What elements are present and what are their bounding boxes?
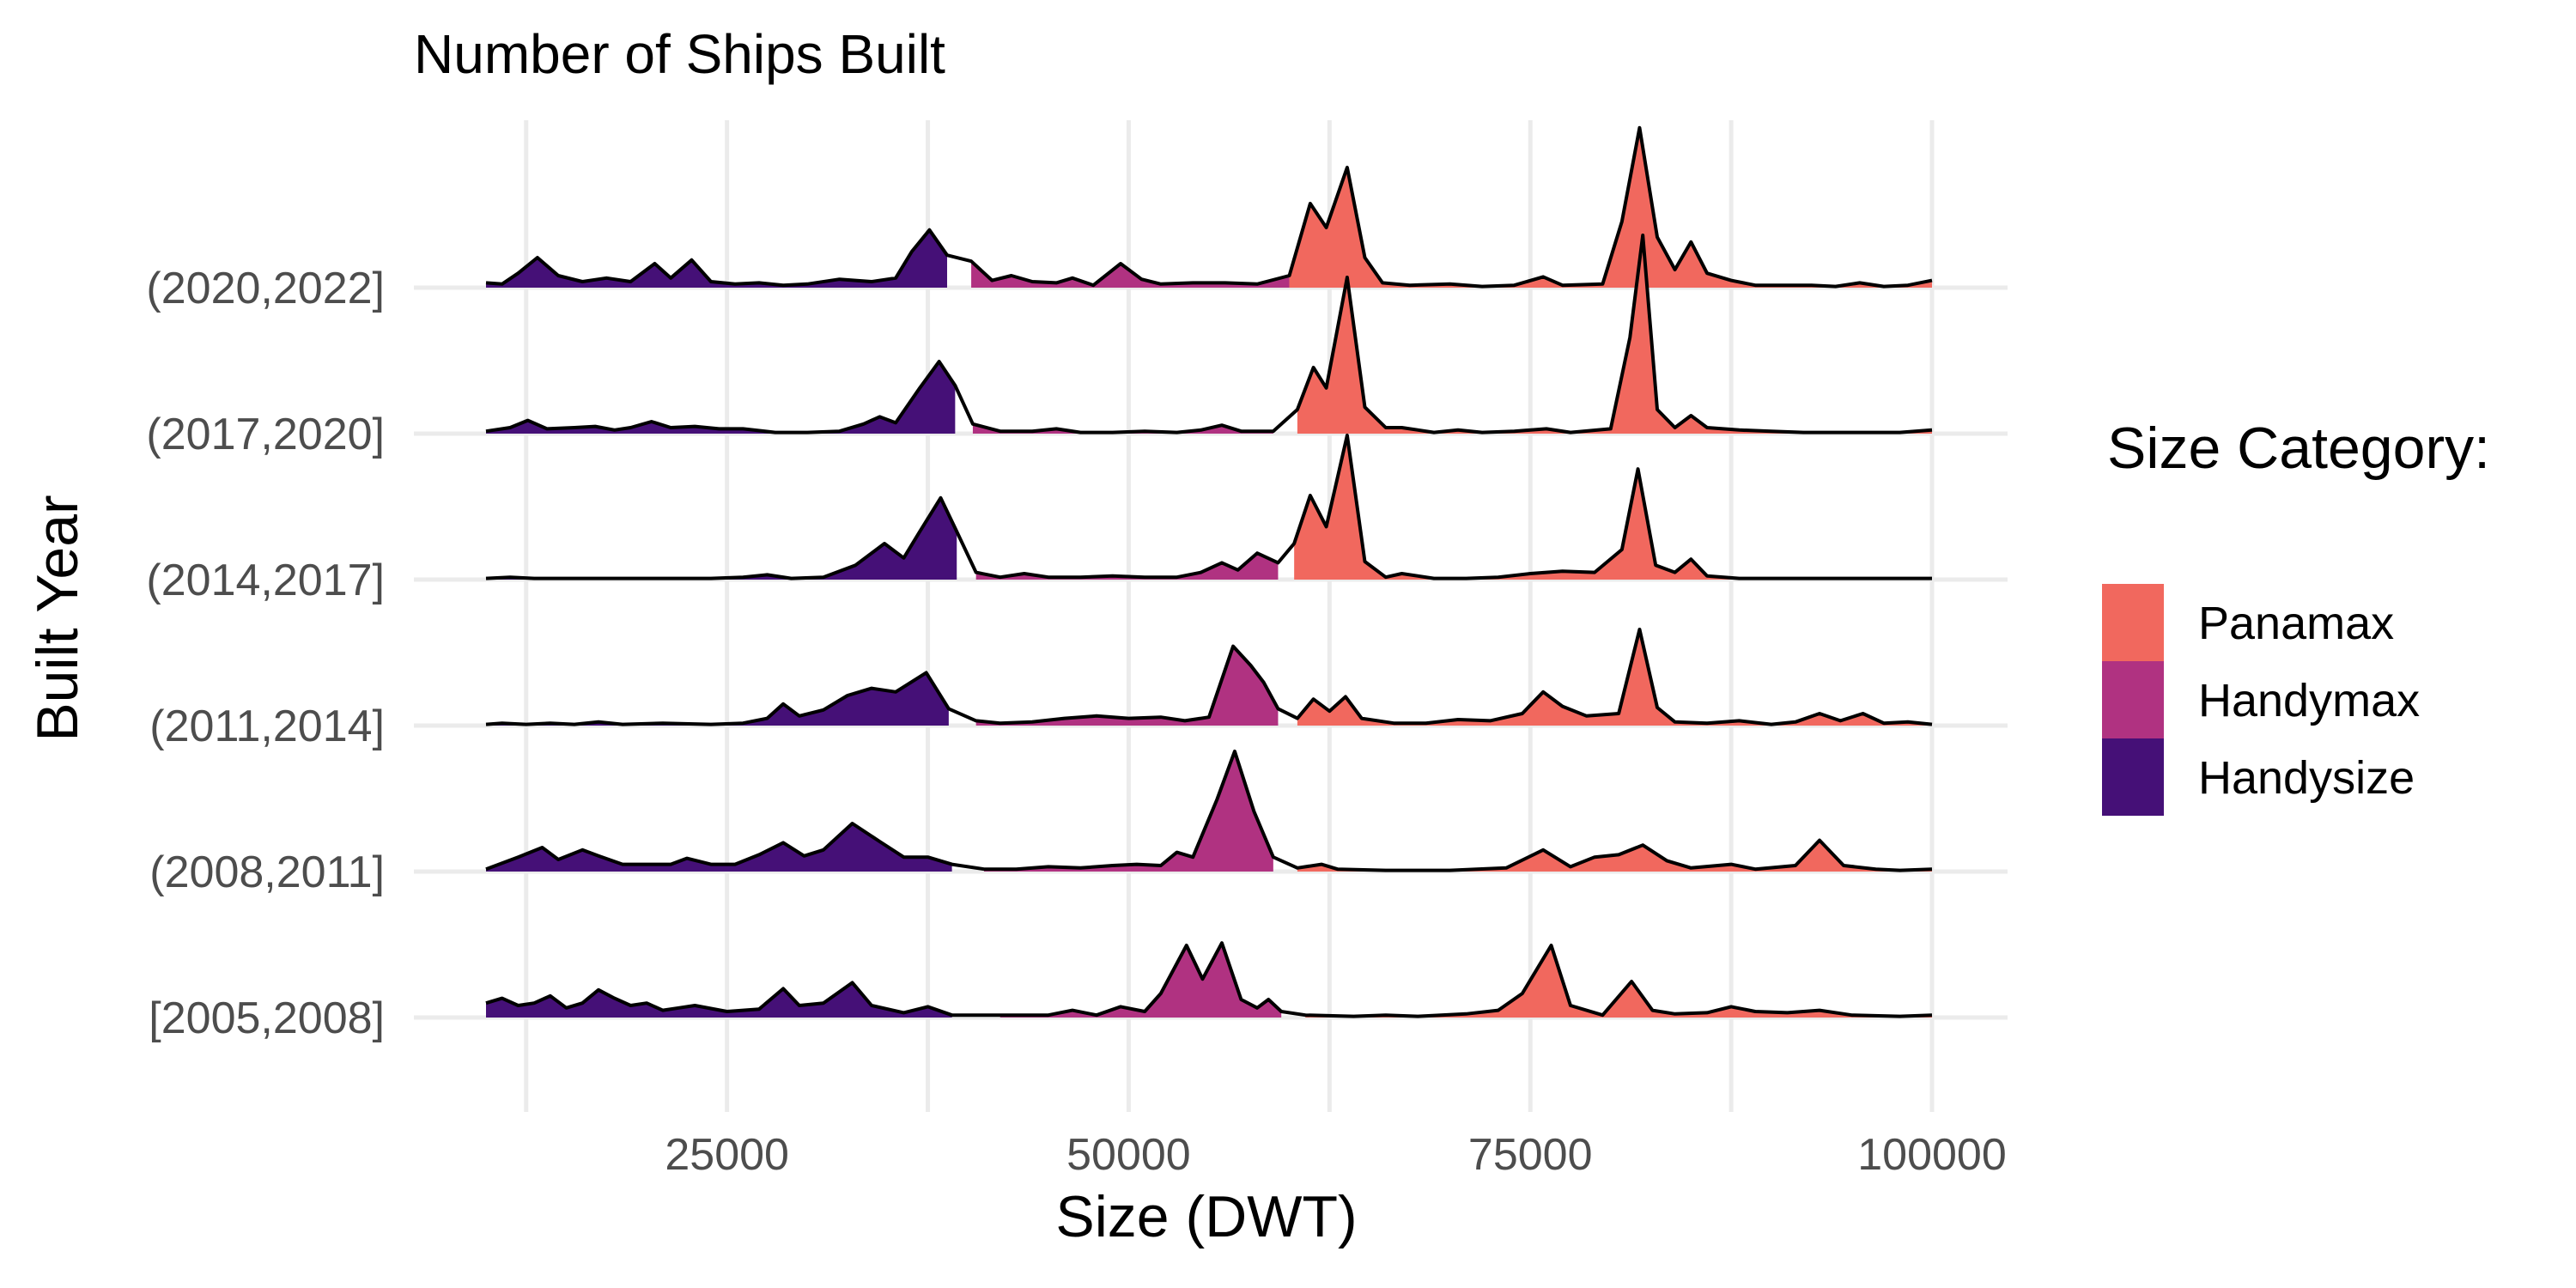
y-axis-title: Built Year [25, 495, 90, 741]
legend-label-handymax: Handymax [2198, 675, 2420, 726]
ridge-2011-2014 [485, 628, 1933, 726]
ridge-fill-handysize [486, 497, 957, 580]
ridge-fill-handymax [999, 943, 1282, 1018]
y-tick-label: (2011,2014] [149, 702, 385, 751]
ridge-fill-panamax [1305, 945, 1932, 1018]
chart-title: Number of Ships Built [414, 23, 945, 85]
ridge-fill-handysize [486, 672, 949, 726]
ridge-outline [485, 628, 1933, 726]
x-tick-label: 75000 [1468, 1130, 1593, 1180]
x-tick-label: 25000 [665, 1130, 789, 1180]
ridge-fill-panamax [1294, 435, 1932, 580]
y-tick-label: (2017,2020] [146, 410, 385, 459]
legend-label-panamax: Panamax [2198, 598, 2394, 649]
ridge-fill-panamax [1289, 127, 1932, 288]
ridge-fill-handysize [486, 982, 952, 1018]
x-axis-ticks: 25000 50000 75000 100000 [665, 1130, 2006, 1180]
ridge-outline [485, 125, 1933, 289]
legend-swatch-panamax [2102, 584, 2164, 661]
x-tick-label: 100000 [1857, 1130, 2007, 1180]
ridge-fill-handymax [971, 261, 1290, 288]
legend-title: Size Category: [2107, 416, 2490, 481]
y-axis-ticks: [2005,2008] (2008,2011] (2011,2014] (2014,2… [146, 264, 385, 1043]
ridges [485, 125, 1933, 1018]
ridge-2005-2008 [485, 941, 1933, 1018]
y-tick-label: (2014,2017] [146, 556, 385, 605]
x-tick-label: 50000 [1066, 1130, 1191, 1180]
x-axis-title: Size (DWT) [1055, 1184, 1357, 1249]
ridge-2020-2022 [485, 125, 1933, 289]
ridge-2014-2017 [485, 434, 1932, 580]
y-tick-label: (2020,2022] [146, 264, 385, 313]
ridge-outline [485, 941, 1933, 1018]
y-tick-label: (2008,2011] [149, 848, 385, 897]
ridge-fill-handysize [486, 229, 948, 288]
ridge-outline [485, 234, 1933, 434]
ridge-fill-handymax [975, 646, 1279, 726]
ridge-outline [485, 434, 1932, 580]
y-tick-label: [2005,2008] [149, 993, 385, 1043]
ridge-fill-handysize [486, 823, 952, 872]
ridge-2008-2011 [485, 750, 1933, 872]
legend-label-handysize: Handysize [2198, 752, 2415, 804]
ridge-fill-panamax [1297, 629, 1932, 726]
legend-swatch-handymax [2102, 661, 2164, 738]
ridge-fill-panamax [1297, 235, 1932, 434]
ridge-fill-handysize [486, 361, 956, 434]
legend-entries: Panamax Handymax Handysize [2102, 584, 2420, 816]
legend-swatch-handysize [2102, 738, 2164, 816]
ridge-2017-2020 [485, 234, 1933, 434]
legend: Size Category: Panamax Handymax Handysize [2102, 416, 2490, 816]
ridge-outline [485, 750, 1933, 872]
